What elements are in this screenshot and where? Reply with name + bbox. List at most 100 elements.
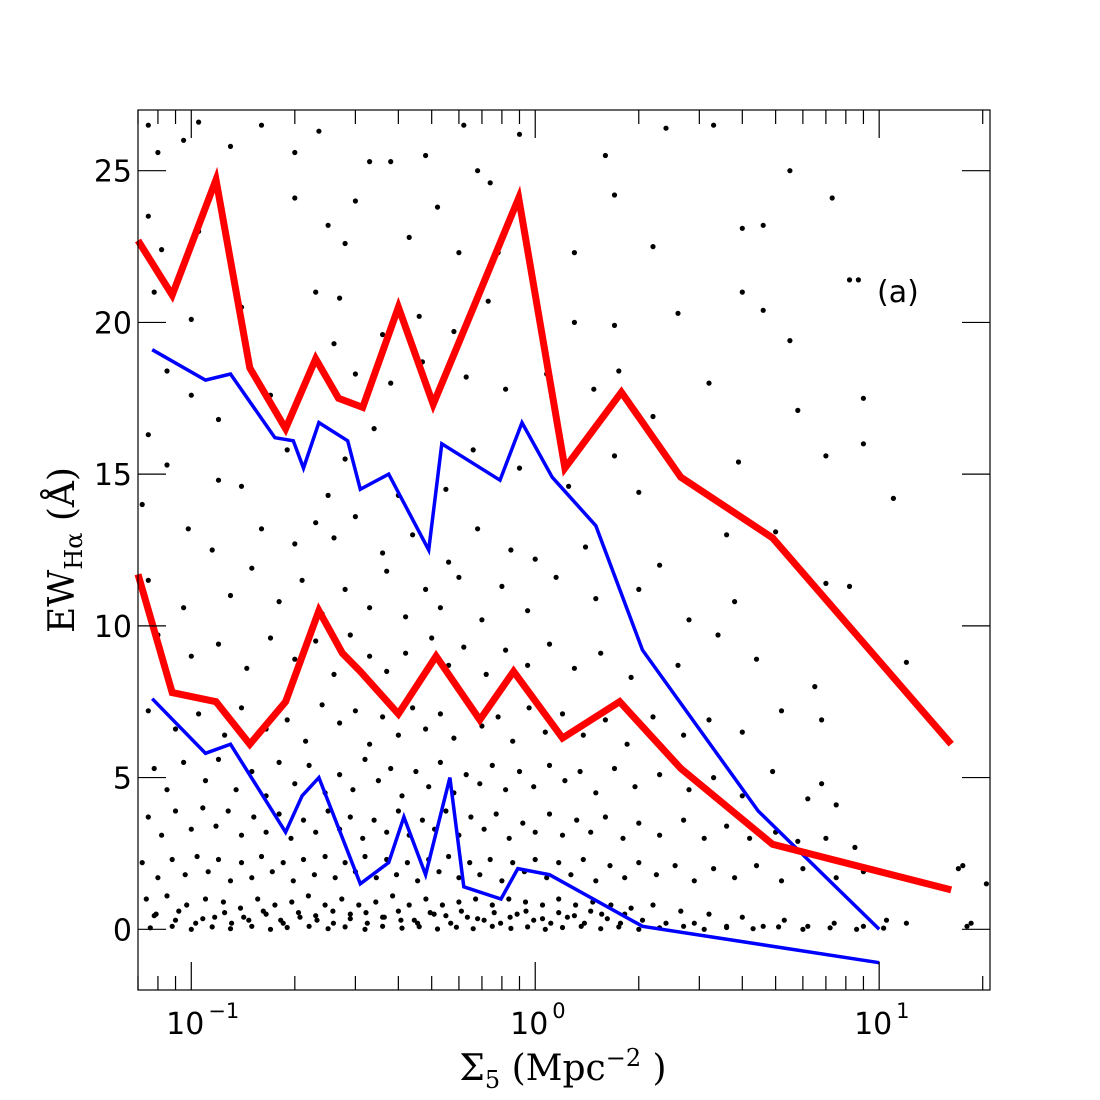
- scatter-point: [367, 741, 373, 747]
- scatter-point: [960, 863, 966, 869]
- scatter-point: [290, 878, 296, 884]
- scatter-point: [145, 432, 151, 438]
- scatter-point: [322, 853, 328, 860]
- scatter-point: [510, 738, 516, 744]
- scatter-point: [463, 772, 469, 778]
- scatter-point: [607, 863, 613, 869]
- scatter-point: [593, 596, 599, 602]
- scatter-point: [276, 811, 282, 817]
- scatter-point: [202, 778, 209, 784]
- scatter-point: [406, 234, 412, 240]
- scatter-point: [388, 380, 394, 386]
- scatter-point: [495, 714, 501, 720]
- scatter-point: [795, 838, 801, 844]
- scatter-point: [636, 926, 642, 932]
- scatter-point: [342, 860, 348, 866]
- scatter-point: [169, 856, 175, 863]
- x-tick-label: 10: [166, 1007, 204, 1042]
- scatter-point: [313, 638, 319, 644]
- scatter-point: [375, 778, 381, 784]
- scatter-point: [819, 717, 825, 723]
- scatter-point: [446, 559, 452, 565]
- scatter-point: [410, 705, 416, 711]
- scatter-point: [678, 908, 684, 914]
- scatter-point: [556, 910, 562, 916]
- scatter-point: [556, 860, 562, 866]
- scatter-point: [663, 125, 669, 131]
- scatter-point: [456, 574, 462, 580]
- panel-annotation: (a): [877, 275, 919, 310]
- scatter-point: [434, 926, 441, 932]
- scatter-point: [773, 529, 779, 535]
- scatter-point: [855, 277, 862, 283]
- scatter-point: [443, 913, 449, 919]
- scatter-point: [388, 765, 394, 772]
- scatter-point: [215, 477, 222, 483]
- scatter-point: [238, 483, 245, 489]
- scatter-point: [739, 225, 745, 231]
- scatter-point: [194, 853, 200, 860]
- scatter-point: [373, 899, 379, 905]
- scatter-point: [209, 924, 215, 930]
- scatter-point: [342, 456, 348, 462]
- scatter-point: [753, 863, 760, 869]
- scatter-point: [437, 711, 443, 717]
- scatter-point: [475, 168, 481, 174]
- scatter-point: [468, 814, 474, 820]
- x-tick-label-exp: −1: [208, 999, 239, 1023]
- scatter-point: [491, 910, 497, 916]
- scatter-point: [800, 866, 806, 872]
- scatter-point: [227, 878, 234, 884]
- scatter-point: [650, 244, 656, 250]
- scatter-point: [384, 829, 390, 835]
- scatter-point: [363, 910, 369, 916]
- scatter-point: [650, 413, 656, 420]
- y-tick-labels: 0 5 10 15 20 25: [94, 155, 132, 949]
- scatter-point: [251, 814, 257, 820]
- scatter-point: [706, 380, 712, 386]
- scatter-point: [155, 875, 161, 881]
- scatter-point: [395, 808, 401, 814]
- scatter-point: [715, 632, 721, 638]
- scatter-point: [313, 520, 319, 526]
- scatter-point: [508, 547, 514, 553]
- scatter-point: [367, 605, 373, 611]
- x-tick-label: 10: [854, 1007, 892, 1042]
- scatter-point: [616, 368, 622, 374]
- scatter-point: [300, 817, 307, 823]
- scatter-point: [384, 568, 390, 574]
- scatter-point: [611, 322, 618, 328]
- scatter-point: [446, 853, 452, 860]
- scatter-point: [735, 459, 742, 465]
- scatter-point: [461, 644, 467, 650]
- scatter-point: [151, 765, 157, 772]
- scatter-point: [222, 732, 228, 738]
- scatter-point: [325, 808, 331, 814]
- x-axis-label-close: ): [641, 1048, 667, 1089]
- scatter-point: [200, 805, 206, 811]
- scatter-point: [453, 924, 459, 930]
- scatter-point: [330, 908, 336, 914]
- scatter-point: [233, 787, 239, 793]
- scatter-point: [314, 917, 320, 923]
- scatter-point: [196, 119, 202, 125]
- scatter-point: [602, 814, 609, 820]
- scatter-point: [711, 866, 717, 872]
- scatter-point: [319, 702, 325, 708]
- scatter-point: [196, 711, 202, 717]
- scatter-point: [464, 914, 470, 920]
- scatter-point: [213, 823, 219, 829]
- scatter-point: [300, 856, 307, 863]
- scatter-point: [246, 917, 252, 923]
- scatter-point: [404, 860, 410, 866]
- scatter-point: [546, 762, 553, 769]
- scatter-point: [200, 916, 206, 922]
- scatter-point: [795, 407, 801, 413]
- scatter-point: [559, 711, 566, 717]
- scatter-point: [724, 924, 730, 931]
- scatter-point: [580, 856, 586, 863]
- y-axis-label-main: EW: [42, 570, 83, 633]
- scatter-point: [506, 835, 512, 841]
- scatter-point: [249, 923, 255, 929]
- scatter-point: [184, 902, 190, 908]
